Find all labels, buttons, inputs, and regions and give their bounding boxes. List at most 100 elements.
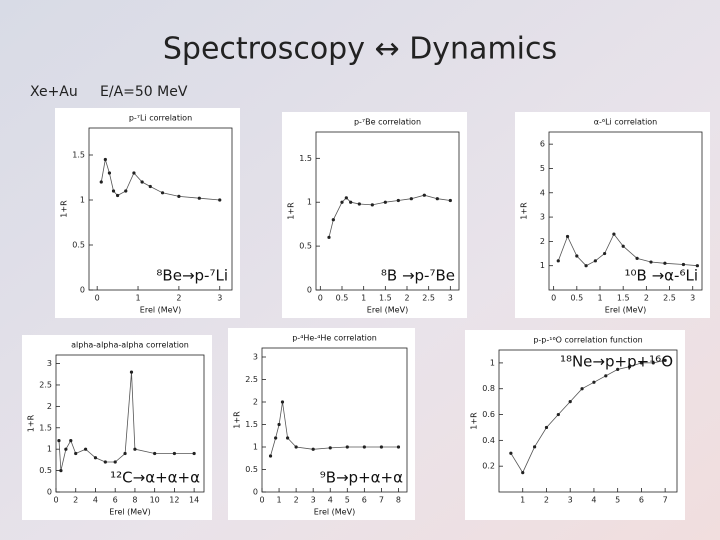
panel-label: ¹²C→α+α+α [110,469,200,487]
data-point [294,445,298,449]
panel-label: ⁹B→p+α+α [320,469,403,487]
plot-image [22,335,212,520]
panel-title: p-⁴He-⁴He correlation [292,334,377,343]
data-point [218,198,222,202]
data-point [556,412,560,417]
panel-title: p-p-¹⁶O correlation function [533,336,642,345]
panel-label: ¹⁸Ne→p+p+¹⁶O [560,353,673,371]
data-point [379,445,384,449]
data-point [627,365,632,369]
data-point [331,218,335,222]
y-tick-label: 2 [47,402,52,411]
x-tick-label: 1 [277,496,282,505]
data-point [663,358,667,362]
data-point [509,451,513,455]
data-point [396,445,401,449]
y-tick-label: 1 [540,261,545,270]
y-tick-label: 1 [253,443,258,452]
x-tick-label: 2 [544,496,549,505]
data-point [285,436,290,440]
system: Xe+Au [30,84,78,100]
plot-image [228,328,415,520]
x-tick-label: 1 [597,294,602,303]
data-point [681,262,686,267]
x-axis-label: Erel (MeV) [140,306,181,315]
y-tick-label: 1 [307,198,312,207]
data-point [565,234,570,239]
x-tick-label: 4 [328,496,333,505]
data-point [133,447,137,451]
x-tick-label: 1 [520,496,525,505]
data-point [521,471,525,475]
panel-title: p-⁷Be correlation [354,118,421,127]
y-tick-label: 0.6 [482,410,495,419]
x-tick-label: 0 [53,496,58,505]
data-point [107,171,112,175]
y-tick-label: 2.5 [39,380,52,389]
data-point [274,436,278,440]
x-tick-label: 7 [379,496,384,505]
y-axis-label: 1+R [233,411,242,429]
x-tick-label: 5 [615,496,620,505]
data-point [409,197,413,201]
x-tick-label: 3 [217,294,222,303]
x-tick-label: 5 [345,496,350,505]
data-point [357,202,361,206]
x-tick-label: 3 [448,294,453,303]
y-tick-label: 1 [47,445,52,454]
x-tick-label: 1.5 [379,294,392,303]
data-point [111,189,116,193]
y-tick-label: 0 [47,488,52,497]
plot-frame [498,349,678,493]
data-point [370,203,374,207]
panel-label: ⁸B →p-⁷Be [381,267,455,285]
y-axis-label: 1+R [520,202,529,220]
data-point [592,380,596,384]
data-point [140,180,144,184]
data-point [580,387,584,391]
data-point [129,370,134,374]
data-point [575,254,579,258]
data-point [344,196,348,200]
y-tick-label: 1.5 [39,423,52,432]
data-line [510,359,666,474]
panel-label: ⁸Be→p-⁷Li [156,267,228,285]
x-axis-label: Erel (MeV) [605,306,646,315]
plot-frame [55,354,205,493]
x-tick-label: 4 [591,496,596,505]
data-point [422,193,426,197]
x-tick-label: 6 [639,496,644,505]
x-tick-label: 3 [311,496,316,505]
y-axis-label: 1+R [470,412,479,430]
data-point [616,367,620,371]
plot-frame [261,347,408,493]
plot-frame [548,131,703,291]
data-point [533,445,537,449]
data-point [57,439,61,443]
x-tick-label: 0 [551,294,556,303]
y-tick-label: 2.5 [245,375,258,384]
data-point [603,251,607,256]
data-point [435,197,439,201]
data-point [277,422,281,427]
x-tick-label: 1 [135,294,140,303]
data-point [132,171,136,175]
data-point [651,361,655,365]
x-tick-label: 6 [362,496,367,505]
data-line [270,401,399,457]
x-tick-label: 3 [690,294,695,303]
data-point [328,446,332,450]
plot-image [282,112,467,318]
y-tick-label: 1.5 [299,154,312,163]
y-axis-label: 1+R [60,200,69,218]
x-tick-label: 2 [73,496,78,505]
data-point [93,456,98,460]
y-tick-label: 0.5 [72,241,85,250]
data-point [74,451,78,456]
y-tick-label: 0.5 [299,242,312,251]
y-tick-label: 0.5 [39,466,52,475]
data-point [177,194,181,198]
data-point [153,451,157,456]
data-point [280,400,285,404]
